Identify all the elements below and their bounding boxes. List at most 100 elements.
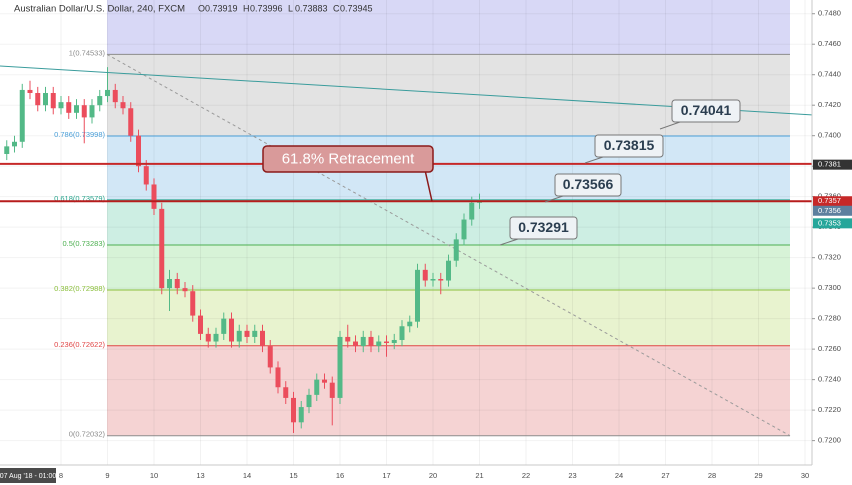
candle-body: [43, 93, 48, 106]
y-tick-label: 0.7320: [818, 253, 841, 262]
callout-box: [671, 99, 741, 123]
ohlc-key: O: [198, 3, 205, 13]
candle-body: [4, 146, 10, 154]
candle-body: [120, 102, 126, 109]
callout-box: [509, 216, 578, 240]
fib-zone: [107, 135, 790, 200]
candle-body: [198, 315, 203, 334]
y-tick-label: 0.7460: [818, 39, 841, 48]
callout-pointer: [584, 156, 604, 164]
candle-body: [58, 102, 64, 109]
price-tag-label: 0.7357: [818, 196, 841, 205]
fib-zone: [107, 54, 790, 136]
candle-body: [213, 333, 219, 342]
chart-title: Australian Dollar/U.S. Dollar, 240, FXCM: [14, 4, 185, 15]
candle-body: [368, 336, 374, 347]
fib-label: 0(0.72032): [69, 430, 106, 439]
fib-label: 1(0.74533): [69, 48, 106, 57]
candle-body: [128, 108, 134, 136]
candle-body: [81, 105, 87, 118]
candle-body: [221, 318, 227, 334]
candle-body: [407, 321, 413, 327]
candle-body: [438, 279, 444, 281]
candle-body: [143, 166, 149, 185]
callout-label: 0.73291: [518, 219, 569, 235]
candle-body: [422, 269, 428, 281]
annotation-pointer: [424, 169, 433, 202]
candle-body: [415, 269, 420, 322]
candle-body: [345, 336, 351, 342]
candle-body: [306, 394, 312, 408]
candle-body: [399, 326, 405, 340]
price-tag-label: 0.7353: [818, 218, 841, 227]
x-tick-label: 28: [708, 471, 716, 480]
callout-label: 0.73566: [563, 176, 614, 192]
candle-body: [112, 89, 118, 103]
candle-body: [376, 341, 382, 347]
candle-body: [252, 330, 258, 337]
price-tag-label: 0.7381: [818, 160, 841, 169]
candle-body: [97, 96, 103, 106]
ohlc-key: H: [243, 3, 250, 13]
x-axis: [0, 465, 852, 485]
candle-body: [167, 279, 172, 289]
candle-body: [298, 407, 304, 423]
candle-body: [12, 141, 17, 147]
candle-body: [89, 105, 95, 118]
candle-body: [275, 367, 281, 388]
candle-body: [136, 135, 141, 167]
candle-body: [461, 219, 467, 240]
candle-body: [322, 379, 327, 383]
candle-body: [27, 89, 33, 93]
y-tick-label: 0.7260: [818, 344, 841, 353]
y-axis: [812, 0, 852, 485]
cursor-date-box: [0, 468, 56, 483]
candle-body: [329, 382, 335, 398]
fib-zone: [107, 345, 790, 436]
y-tick-label: 0.7420: [818, 100, 841, 109]
price-tag-label: 0.7356: [818, 206, 841, 215]
x-tick-label: 22: [522, 471, 530, 480]
y-tick-label: 0.7280: [818, 314, 841, 323]
candle-body: [174, 279, 180, 289]
fib-zone: [107, 289, 790, 346]
callout-pointer: [659, 121, 681, 130]
candle-body: [391, 339, 397, 344]
candle-body: [74, 105, 79, 113]
y-tick-label: 0.7400: [818, 131, 841, 140]
fib-label: 0.382(0.72988): [54, 284, 105, 293]
fib-label: 0.618(0.73579): [54, 194, 105, 203]
cursor-date: 07 Aug '18 - 01:00: [0, 473, 56, 480]
candle-body: [229, 318, 234, 342]
annotation-box: [262, 145, 434, 173]
x-tick-label: 8: [59, 471, 63, 480]
candle-body: [453, 239, 459, 261]
candle-body: [182, 288, 188, 292]
ohlc-value: 0.73919: [205, 3, 238, 13]
candle-body: [430, 279, 436, 281]
candle-body: [384, 341, 389, 344]
candle-body: [353, 341, 358, 347]
candle-body: [314, 379, 320, 395]
candle-body: [35, 93, 41, 106]
candle-body: [151, 184, 157, 209]
y-tick-label: 0.7200: [818, 436, 841, 445]
candle-body: [159, 208, 165, 289]
ohlc-key: L: [288, 3, 293, 13]
annotation-label: 61.8% Retracement: [282, 150, 415, 167]
ohlc-value: 0.73945: [340, 3, 373, 13]
x-tick-label: 9: [105, 471, 109, 480]
callout-box: [554, 173, 622, 197]
candle-body: [105, 89, 110, 97]
callout-label: 0.74041: [681, 102, 732, 118]
y-tick-label: 0.7360: [818, 192, 841, 201]
x-tick-label: 27: [661, 471, 669, 480]
candle-body: [360, 336, 366, 347]
candle-body: [267, 346, 273, 368]
candle-body: [337, 336, 343, 398]
candle-body: [244, 330, 250, 337]
ohlc-value: 0.73996: [250, 3, 283, 13]
ohlc-key: C: [333, 3, 340, 13]
y-tick-label: 0.7300: [818, 283, 841, 292]
x-tick-label: 23: [568, 471, 576, 480]
